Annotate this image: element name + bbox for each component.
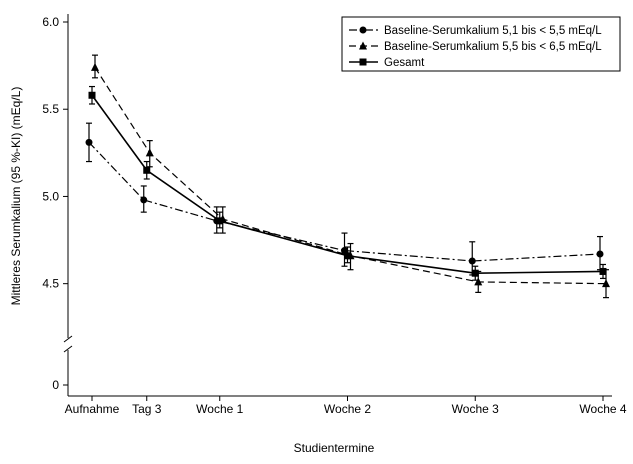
break-stroke xyxy=(63,345,73,353)
data-point xyxy=(91,62,99,71)
y-tick-label: 0 xyxy=(52,378,59,392)
series-line xyxy=(94,67,607,285)
axes: 6.0 5.5 5.0 4.5 0 Aufnahme Tag 3 Woche 1 Woche … xyxy=(42,14,627,416)
legend-marker xyxy=(359,58,367,66)
x-tick-label: Woche 2 xyxy=(324,402,371,416)
series-line xyxy=(88,141,601,262)
y-ticks: 6.0 5.5 5.0 4.5 0 xyxy=(42,15,68,392)
x-tick-label: Woche 3 xyxy=(452,402,499,416)
data-point xyxy=(88,91,96,99)
data-point xyxy=(85,138,93,146)
data-point xyxy=(344,252,351,260)
y-axis-label: Mittleres Serumkalium (95 %-KI) (mEq/L) xyxy=(9,87,23,306)
series-triangle xyxy=(91,54,610,299)
x-ticks: Aufnahme Tag 3 Woche 1 Woche 2 Woche 3 Woche … xyxy=(65,396,627,416)
series-square xyxy=(88,85,607,281)
data-point xyxy=(596,250,604,258)
legend-label: Gesamt xyxy=(384,57,425,69)
legend-label: Baseline-Serumkalium 5,1 bis < 5,5 mEq/L xyxy=(384,25,602,37)
data-point xyxy=(145,148,154,157)
data-point xyxy=(602,279,610,288)
x-tick-label: Tag 3 xyxy=(132,402,162,416)
series-layer xyxy=(85,54,610,299)
series-line xyxy=(91,94,604,275)
x-tick-label: Woche 1 xyxy=(196,402,243,416)
data-point xyxy=(143,166,151,174)
y-tick-label: 6.0 xyxy=(42,15,59,29)
legend: Baseline-Serumkalium 5,1 bis < 5,5 mEq/L… xyxy=(341,16,621,72)
legend-marker xyxy=(359,26,367,34)
series-circle xyxy=(85,122,604,276)
data-point xyxy=(468,257,476,265)
x-axis-label: Studientermine xyxy=(294,441,375,455)
legend-label: Baseline-Serumkalium 5,5 bis < 6,5 mEq/L xyxy=(384,41,602,53)
x-tick-label: Aufnahme xyxy=(65,402,120,416)
legend-box xyxy=(341,16,621,72)
break-stroke xyxy=(63,335,73,343)
legend-marker xyxy=(359,41,367,50)
data-point xyxy=(474,277,483,286)
y-axis-break xyxy=(63,335,73,353)
data-point xyxy=(140,196,148,204)
y-tick-label: 4.5 xyxy=(42,277,59,291)
data-point xyxy=(216,217,224,225)
y-tick-label: 5.0 xyxy=(42,189,59,203)
data-point xyxy=(471,269,479,277)
data-point xyxy=(599,267,607,275)
x-tick-label: Woche 4 xyxy=(579,402,626,416)
y-tick-label: 5.5 xyxy=(42,102,59,116)
